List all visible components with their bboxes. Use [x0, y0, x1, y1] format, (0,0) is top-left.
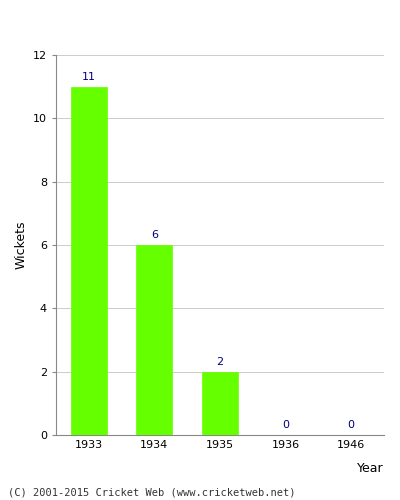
- Bar: [136, 245, 172, 435]
- Text: 0: 0: [282, 420, 289, 430]
- Text: 0: 0: [348, 420, 355, 430]
- Bar: [71, 86, 107, 435]
- Text: Year: Year: [357, 462, 384, 475]
- Bar: [202, 372, 238, 435]
- Text: (C) 2001-2015 Cricket Web (www.cricketweb.net): (C) 2001-2015 Cricket Web (www.cricketwe…: [8, 488, 296, 498]
- Text: 11: 11: [82, 72, 96, 82]
- Text: 6: 6: [151, 230, 158, 240]
- Y-axis label: Wickets: Wickets: [14, 221, 27, 269]
- Text: 2: 2: [216, 357, 224, 367]
